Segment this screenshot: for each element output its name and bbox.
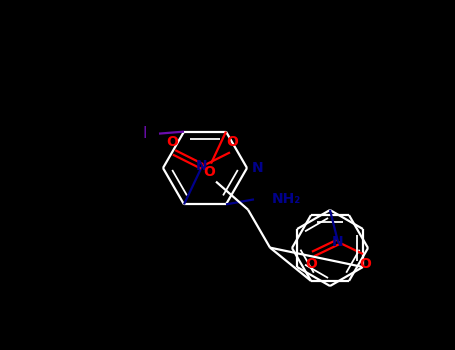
Text: N: N (252, 161, 263, 175)
Text: NH₂: NH₂ (272, 193, 301, 206)
Text: O: O (226, 135, 238, 149)
Text: O: O (305, 257, 317, 271)
Text: O: O (359, 257, 371, 271)
Text: O: O (166, 135, 178, 149)
Text: N: N (196, 159, 208, 173)
Text: I: I (142, 126, 147, 141)
Text: N: N (332, 235, 344, 249)
Text: O: O (203, 164, 215, 178)
